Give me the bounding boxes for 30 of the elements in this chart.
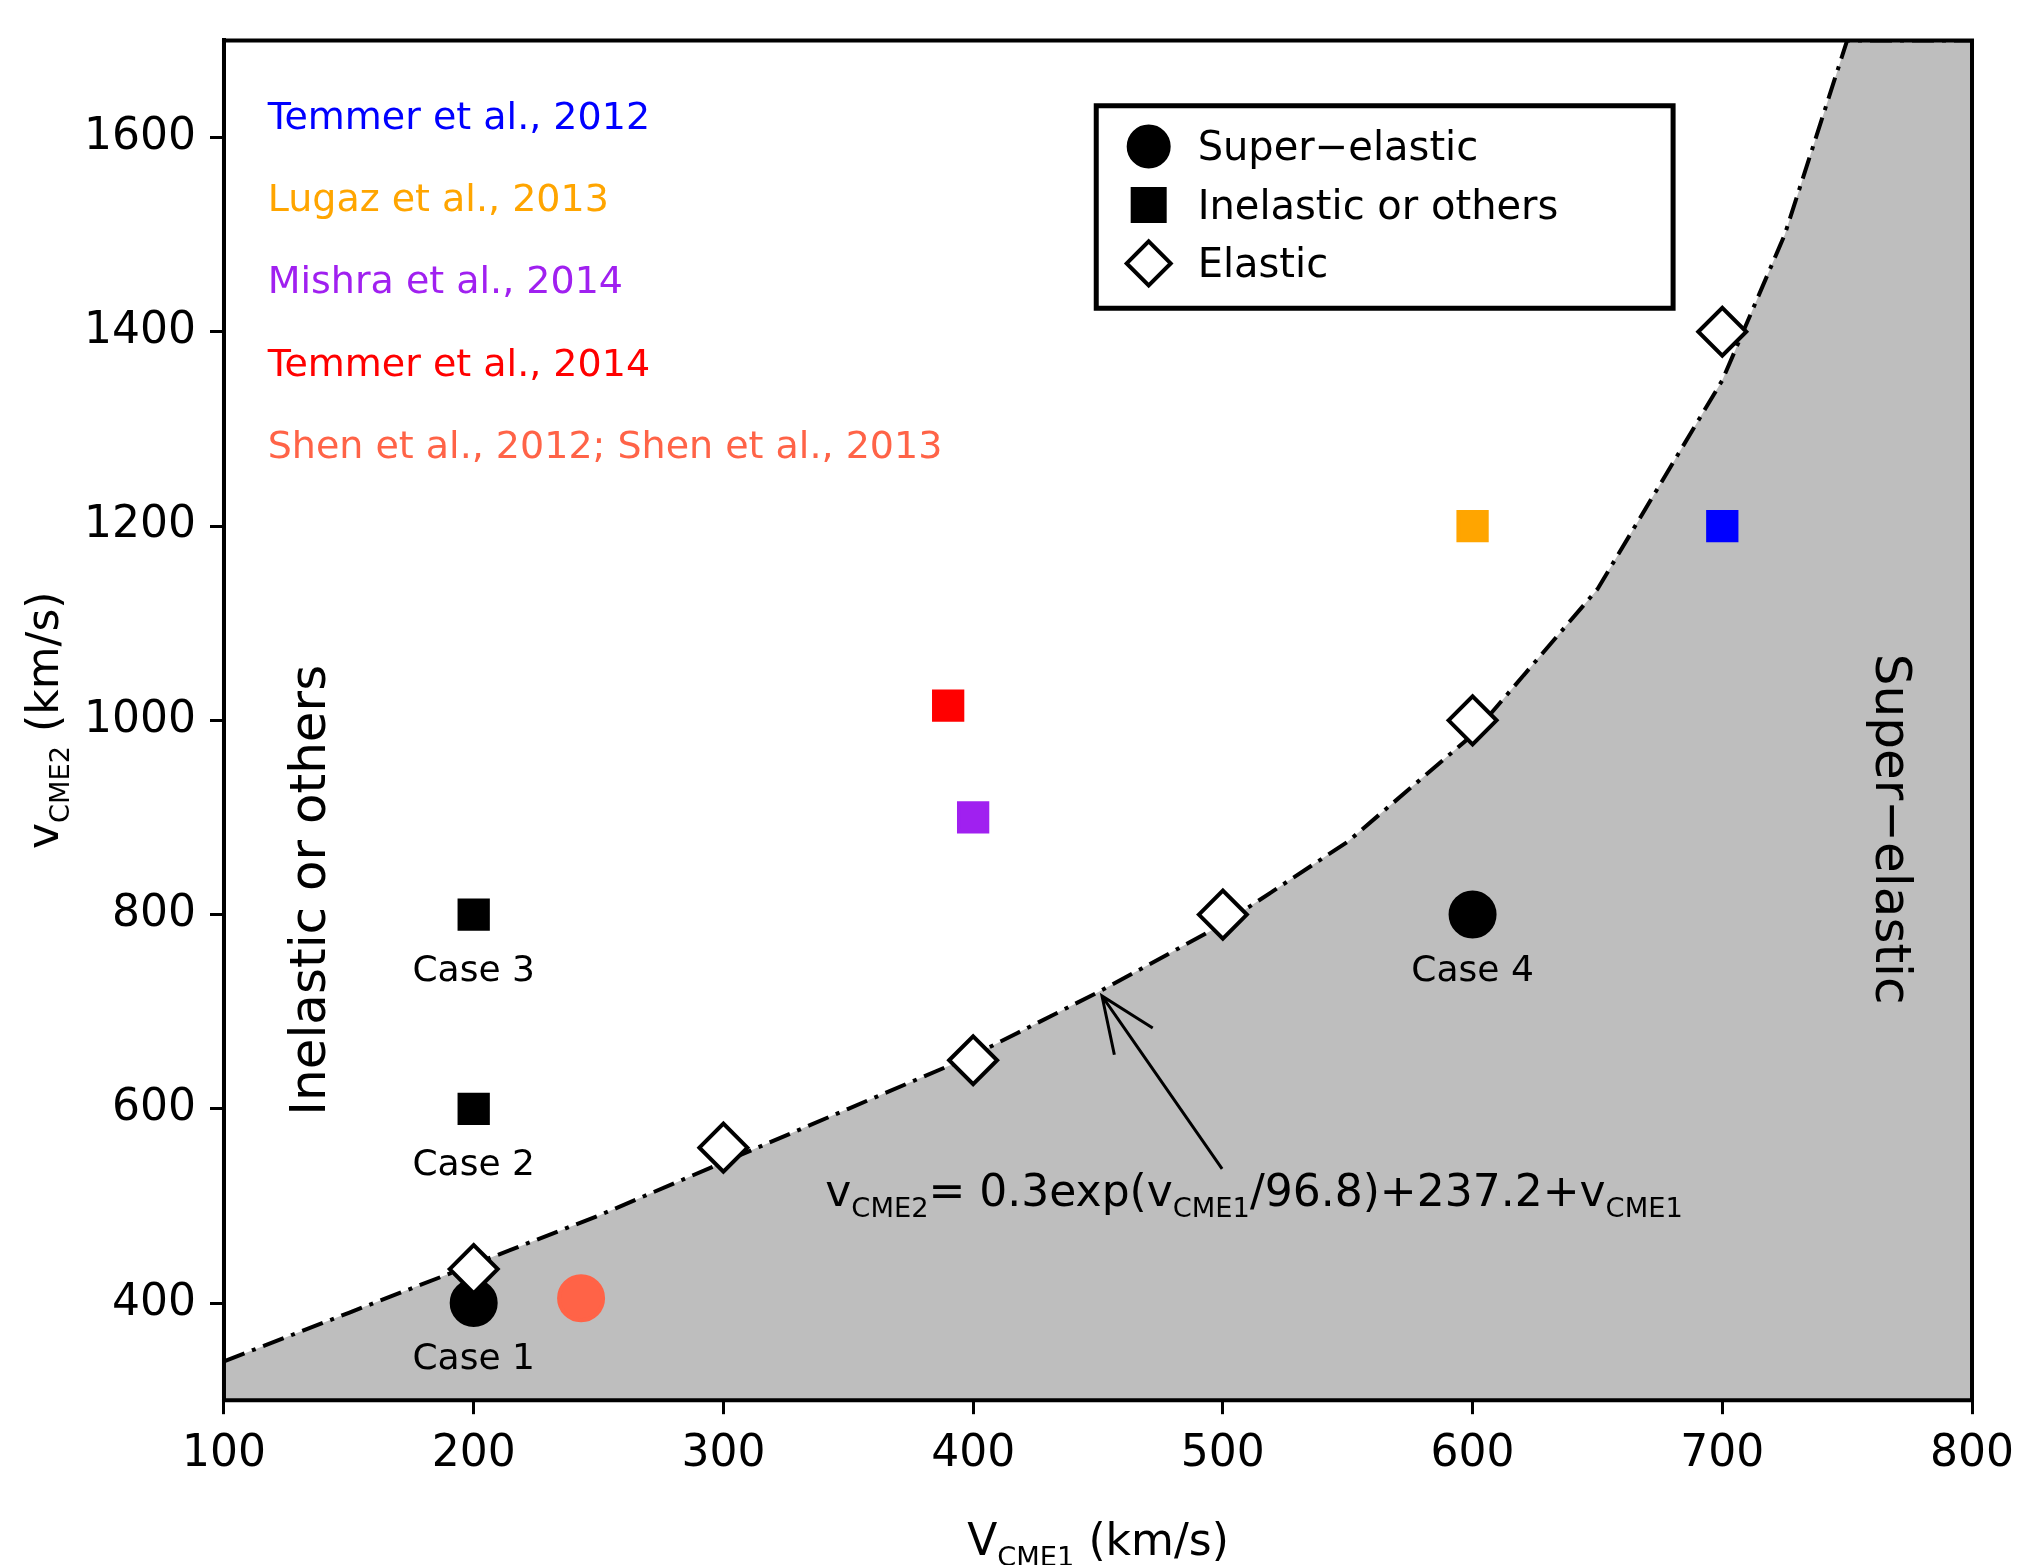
annotation: Case 1 [412,1336,535,1378]
y-axis-title: vCME2 (km/s) [17,591,75,850]
annotation: Case 2 [412,1141,535,1183]
x-tick-label: 500 [1180,1425,1265,1477]
text: Temmer et al., 2012 [266,93,651,138]
x-tick-label: 400 [931,1425,1016,1477]
y-tick-label: 600 [111,1079,196,1131]
text: Shen et al., 2012; Shen et al., 2013 [267,422,943,467]
x-tick-label: 200 [431,1425,516,1477]
x-tick-label: 100 [181,1425,266,1477]
legend-label: Elastic [1197,240,1329,287]
x-tick-label: 600 [1430,1425,1515,1477]
x-tick-label: 300 [681,1425,766,1477]
y-tick-label: 400 [111,1273,196,1325]
annotation: Case 4 [1411,947,1534,989]
y-tick-label: 1600 [83,107,196,159]
legend-label: Inelastic or others [1197,181,1559,228]
y-tick-label: 1400 [83,302,196,354]
y-tick-label: 1000 [83,690,196,742]
annotation: Inelastic or others [279,664,338,1116]
legend-label: Super−elastic [1197,123,1479,170]
text: Lugaz et al., 2013 [267,176,609,221]
text: Temmer et al., 2014 [266,340,651,385]
x-tick-label: 700 [1680,1425,1765,1477]
annotation: Super−elastic [1863,653,1922,1005]
x-tick-label: 800 [1930,1425,2014,1477]
text: Mishra et al., 2014 [267,258,624,303]
y-tick-label: 1200 [83,496,196,548]
y-tick-label: 800 [111,884,196,936]
annotation: Case 3 [412,947,535,989]
